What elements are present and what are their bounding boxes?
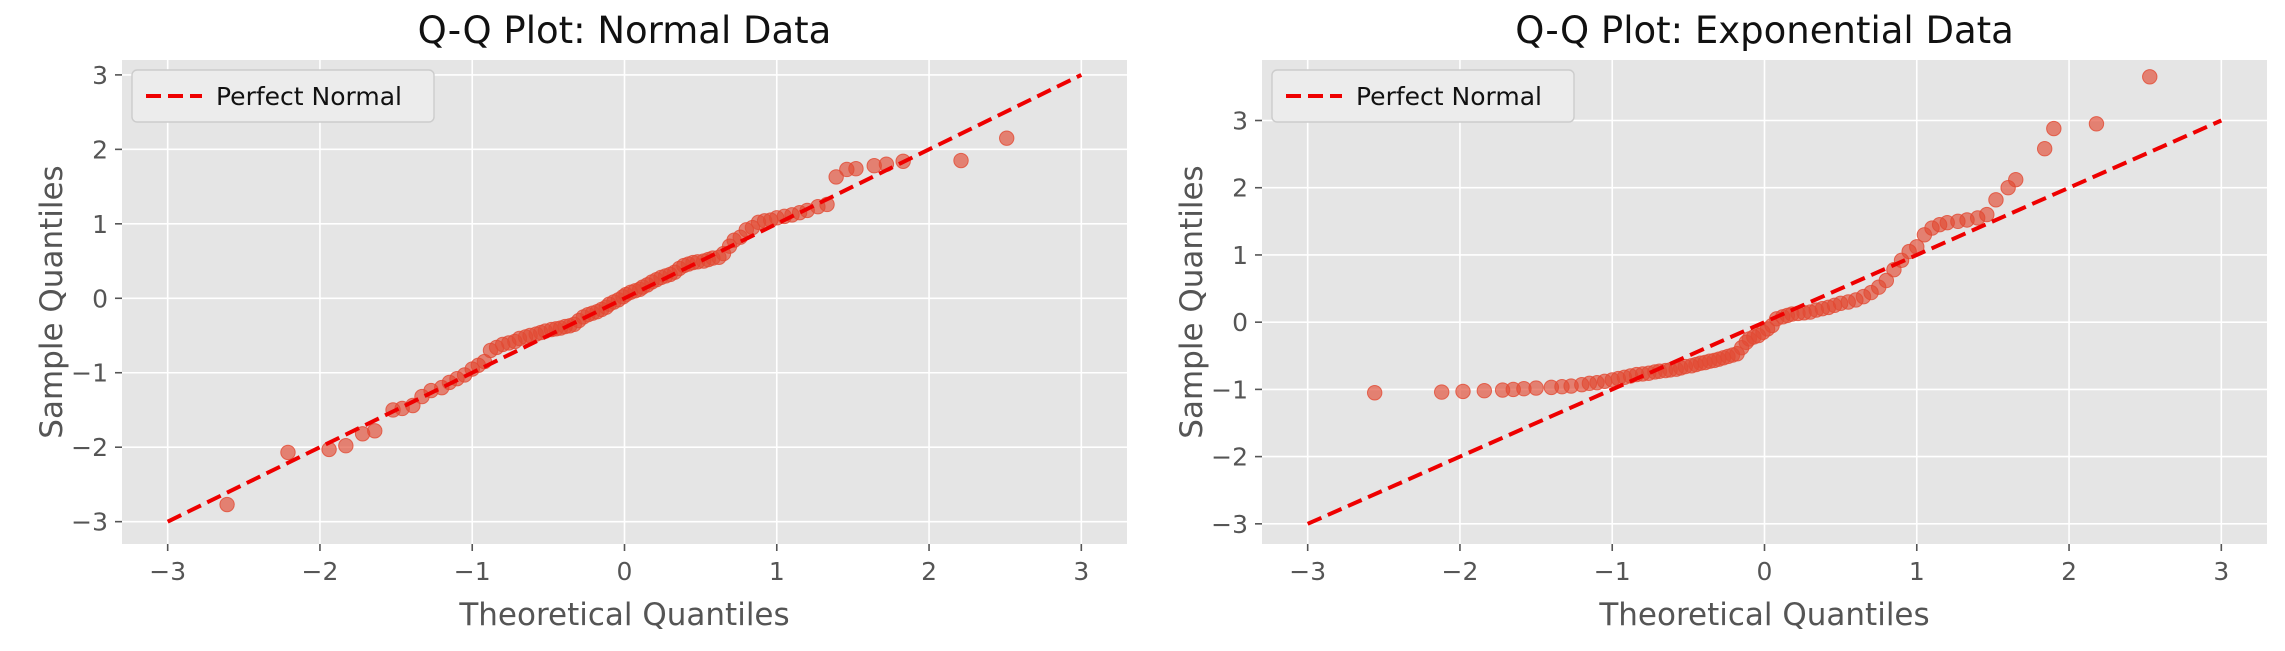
y-tick-label: 0 xyxy=(92,284,108,313)
legend-box xyxy=(1271,69,1575,123)
chart-title: Q-Q Plot: Normal Data xyxy=(418,9,832,52)
data-point xyxy=(999,130,1015,146)
y-tick-label: −1 xyxy=(71,359,108,388)
x-axis-label: Theoretical Quantiles xyxy=(458,597,789,633)
data-point xyxy=(280,444,296,461)
x-tick-label: 3 xyxy=(2213,557,2229,586)
data-point xyxy=(1979,206,1995,223)
y-tick-label: 1 xyxy=(1232,241,1248,270)
y-axis-label: Sample Quantiles xyxy=(34,165,70,438)
data-point xyxy=(219,496,235,513)
y-axis-label: Sample Quantiles xyxy=(1174,165,1210,438)
y-tick-label: −3 xyxy=(1211,510,1248,539)
x-tick-label: −2 xyxy=(302,557,339,586)
y-tick-label: 3 xyxy=(92,61,108,90)
x-tick-label: −3 xyxy=(149,557,186,586)
data-point xyxy=(2046,120,2062,137)
data-point xyxy=(367,423,383,439)
x-tick-label: −1 xyxy=(1594,557,1631,586)
x-axis-label: Theoretical Quantiles xyxy=(1598,597,1929,633)
legend-box xyxy=(131,69,435,123)
chart-title: Q-Q Plot: Exponential Data xyxy=(1515,9,2014,52)
data-point xyxy=(338,438,354,454)
y-tick-label: −2 xyxy=(71,433,108,462)
x-tick-label: −1 xyxy=(454,557,491,586)
data-point xyxy=(828,169,844,185)
y-tick-label: −2 xyxy=(1211,443,1248,472)
y-tick-label: −1 xyxy=(1211,375,1248,404)
x-tick-label: 3 xyxy=(1073,557,1089,586)
data-point xyxy=(2088,116,2105,132)
data-point xyxy=(1433,384,1450,400)
x-tick-label: −2 xyxy=(1442,557,1479,586)
data-point xyxy=(1988,192,2004,208)
legend-label: Perfect Normal xyxy=(216,82,402,111)
x-tick-label: 0 xyxy=(1757,557,1773,586)
x-tick-label: 1 xyxy=(1909,557,1925,586)
data-point xyxy=(1528,380,1544,396)
data-point xyxy=(1455,383,1471,400)
y-tick-label: 0 xyxy=(1232,308,1248,337)
data-point xyxy=(2142,69,2158,85)
x-tick-label: 1 xyxy=(769,557,785,586)
data-point xyxy=(1366,385,1383,401)
data-point xyxy=(2008,171,2024,188)
qq-plot-exponential: −3 −2 −1 0 1 2 3 −3 −2 −1 0 1 2 3 Theoretical Quantile… xyxy=(1174,9,2267,633)
qq-plot-normal: −3 −2 −1 0 1 2 3 −3 −2 −1 0 1 2 3 Theoretical Quantile… xyxy=(34,9,1127,633)
y-tick-label: −3 xyxy=(71,508,108,537)
legend-label: Perfect Normal xyxy=(1356,82,1542,111)
x-tick-label: 2 xyxy=(921,557,937,586)
data-point xyxy=(1476,383,1493,399)
x-tick-label: 2 xyxy=(2061,557,2077,586)
data-point xyxy=(1878,272,1895,289)
reference-line xyxy=(1306,118,2223,526)
x-tick-label: 0 xyxy=(617,557,633,586)
y-tick-label: 2 xyxy=(1232,174,1248,203)
y-tick-label: 1 xyxy=(92,210,108,239)
y-tick-label: 2 xyxy=(92,135,108,164)
data-point xyxy=(953,152,969,169)
data-point xyxy=(2036,141,2053,157)
y-tick-label: 3 xyxy=(1232,107,1248,136)
x-tick-label: −3 xyxy=(1289,557,1326,586)
reference-line xyxy=(166,73,1083,524)
data-point xyxy=(848,161,864,177)
